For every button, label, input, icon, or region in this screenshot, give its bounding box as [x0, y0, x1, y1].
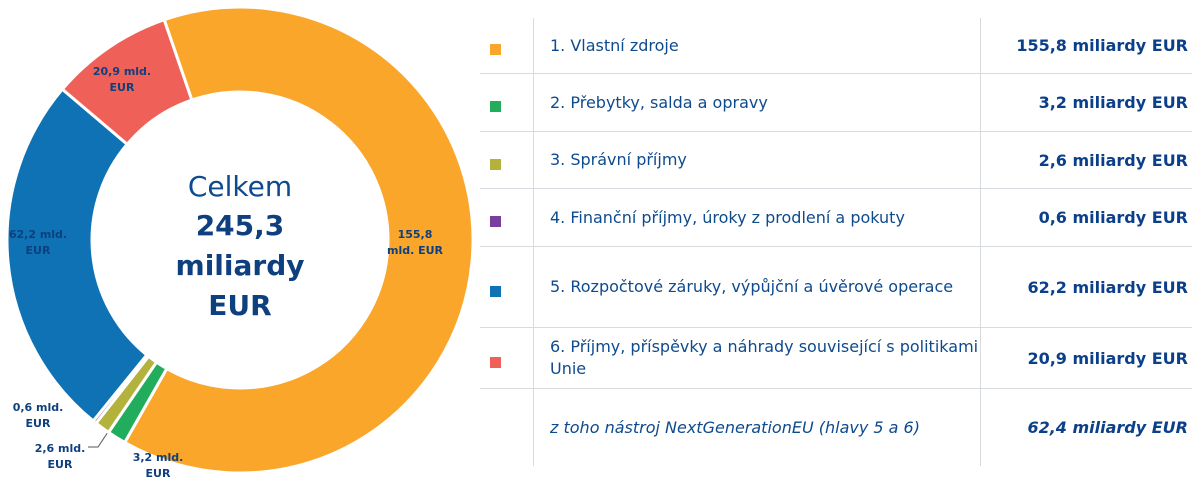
legend-row: 1. Vlastní zdroje 155,8 miliardy EUR — [480, 18, 1192, 74]
center-label: Celkem 245,3 miliardy EUR — [150, 168, 330, 326]
legend-spacer — [490, 426, 501, 437]
legend-swatch — [490, 216, 501, 227]
donut-segment — [60, 17, 194, 147]
donut-chart — [5, 5, 475, 475]
legend-value: 2,6 miliardy EUR — [980, 132, 1192, 188]
legend-row: z toho nástroj NextGenerationEU (hlavy 5… — [480, 389, 1192, 466]
legend-value: 62,2 miliardy EUR — [980, 247, 1192, 327]
legend-value: 20,9 miliardy EUR — [980, 328, 1192, 388]
legend-swatch — [490, 101, 501, 112]
data-label: 155,8 mld. EUR — [386, 228, 444, 257]
legend-row: 2. Přebytky, salda a opravy 3,2 miliardy … — [480, 74, 1192, 132]
data-label: 3,2 mld. EUR — [132, 451, 184, 480]
sub-item-label: z toho nástroj NextGenerationEU (hlavy 5… — [533, 389, 980, 466]
data-label: 62,2 mld. EUR — [8, 228, 68, 257]
center-title: Celkem — [187, 170, 293, 203]
legend-value: 3,2 miliardy EUR — [980, 74, 1192, 131]
legend-label: 5. Rozpočtové záruky, výpůjční a úvěrové… — [533, 247, 980, 327]
data-label: 20,9 mld. EUR — [92, 65, 152, 94]
legend-table: 1. Vlastní zdroje 155,8 miliardy EUR 2. Př… — [480, 18, 1192, 466]
legend-value: 0,6 miliardy EUR — [980, 189, 1192, 246]
legend-label: 3. Správní příjmy — [533, 132, 980, 188]
legend-row: 6. Příjmy, příspěvky a náhrady souvisejí… — [480, 328, 1192, 389]
sub-item-value: 62,4 miliardy EUR — [980, 389, 1192, 466]
legend-label: 2. Přebytky, salda a opravy — [533, 74, 980, 131]
legend-label: 6. Příjmy, příspěvky a náhrady souvisejí… — [533, 328, 980, 388]
legend-row: 4. Finanční příjmy, úroky z prodlení a p… — [480, 189, 1192, 247]
legend-swatch — [490, 285, 501, 297]
legend-label: 1. Vlastní zdroje — [533, 18, 980, 73]
legend-swatch — [490, 356, 501, 368]
legend-row: 5. Rozpočtové záruky, výpůjční a úvěrové… — [480, 247, 1192, 328]
center-total: 245,3 miliardy EUR — [175, 209, 305, 322]
donut-segment — [122, 5, 475, 475]
data-label: 0,6 mld. EUR — [12, 401, 64, 430]
legend-row: 3. Správní příjmy 2,6 miliardy EUR — [480, 132, 1192, 189]
legend-swatch — [490, 44, 501, 55]
legend-value: 155,8 miliardy EUR — [980, 18, 1192, 73]
legend-swatch — [490, 158, 501, 170]
data-label: 2,6 mld. EUR — [34, 442, 86, 471]
legend-label: 4. Finanční příjmy, úroky z prodlení a p… — [533, 189, 980, 246]
donut-segment — [5, 87, 149, 424]
